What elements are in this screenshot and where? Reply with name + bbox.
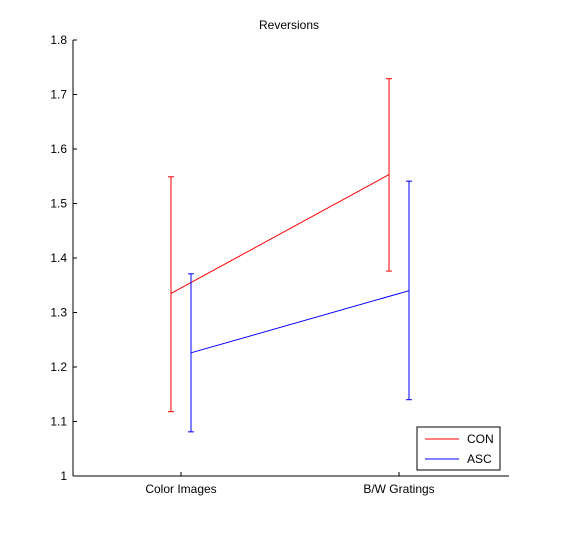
legend: CON ASC [417, 427, 500, 470]
chart-title: Reversions [259, 18, 319, 32]
y-tick-label: 1.8 [50, 33, 67, 47]
series-con [168, 79, 392, 412]
series-line [191, 291, 409, 353]
y-tick-label: 1.4 [50, 251, 67, 265]
y-tick-label: 1.3 [50, 306, 67, 320]
series-layer [168, 79, 412, 432]
series-asc [188, 181, 412, 432]
y-tick-label: 1 [60, 469, 67, 483]
series-line [171, 175, 389, 294]
x-tick-label: B/W Gratings [363, 482, 434, 496]
y-tick-label: 1.2 [50, 360, 67, 374]
x-tick-label: Color Images [145, 482, 216, 496]
y-tick-label: 1.1 [50, 415, 67, 429]
legend-label: ASC [467, 452, 492, 466]
y-tick-label: 1.6 [50, 142, 67, 156]
y-tick-label: 1.7 [50, 88, 67, 102]
y-tick-label: 1.5 [50, 197, 67, 211]
legend-label: CON [467, 432, 494, 446]
